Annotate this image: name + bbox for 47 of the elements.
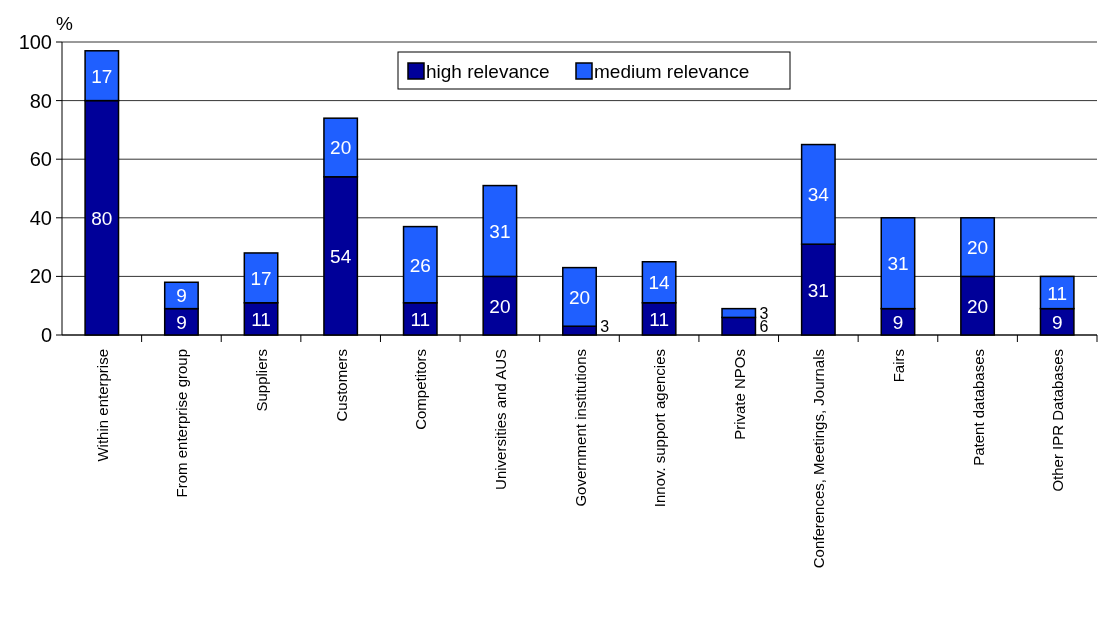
y-tick-label: 100 (18, 31, 52, 53)
legend-label: medium relevance (594, 61, 750, 82)
data-label: 11 (1047, 282, 1068, 304)
y-tick-label: 0 (40, 324, 52, 346)
x-tick-label: Competitors (412, 349, 430, 430)
x-tick-label: Universities and AUS (491, 349, 509, 490)
x-tick-label: Government institutions (571, 349, 589, 507)
data-label: 31 (887, 253, 909, 275)
data-label: 20 (967, 237, 989, 259)
data-label: 6 (759, 318, 769, 335)
x-tick-label: Other IPR Databases (1049, 349, 1067, 492)
x-tick-label: Suppliers (253, 349, 271, 412)
data-label: 14 (648, 272, 671, 294)
x-tick-label: From enterprise group (173, 349, 191, 498)
y-tick-label: 20 (29, 265, 52, 288)
data-label: 80 (91, 207, 113, 229)
x-tick-label: Patent databases (969, 349, 987, 466)
data-label: 11 (251, 308, 271, 330)
data-label: 11 (649, 308, 669, 330)
y-axis-title: % (56, 13, 73, 34)
data-label: 17 (91, 65, 113, 87)
y-tick-label: 40 (29, 206, 52, 229)
x-tick-label: Private NPOs (730, 349, 748, 440)
x-tick-label: Conferences, Meetings, Journals (810, 349, 828, 569)
data-label: 26 (409, 254, 431, 276)
data-label: 34 (807, 184, 830, 206)
data-label: 9 (176, 311, 187, 333)
data-label: 54 (330, 245, 352, 267)
data-label: 17 (250, 267, 272, 289)
data-label: 9 (892, 311, 904, 333)
data-label: 20 (489, 295, 511, 317)
data-label: 9 (1051, 311, 1063, 333)
data-label: 9 (176, 285, 187, 307)
y-tick-label: 60 (29, 148, 52, 171)
x-tick-label: Fairs (889, 349, 907, 383)
x-tick-label: Within enterprise (93, 349, 111, 462)
data-label: 11 (410, 308, 431, 330)
data-label: 20 (330, 137, 352, 159)
x-tick-label: Customers (332, 349, 350, 422)
data-label: 31 (807, 279, 829, 301)
data-label: 31 (489, 220, 511, 242)
data-label: 20 (967, 295, 989, 317)
data-label: 3 (600, 318, 610, 335)
x-tick-label: Innov. support agencies (651, 349, 669, 508)
y-tick-label: 80 (29, 89, 52, 112)
legend-label: high relevance (426, 61, 550, 82)
data-label: 20 (568, 286, 591, 308)
